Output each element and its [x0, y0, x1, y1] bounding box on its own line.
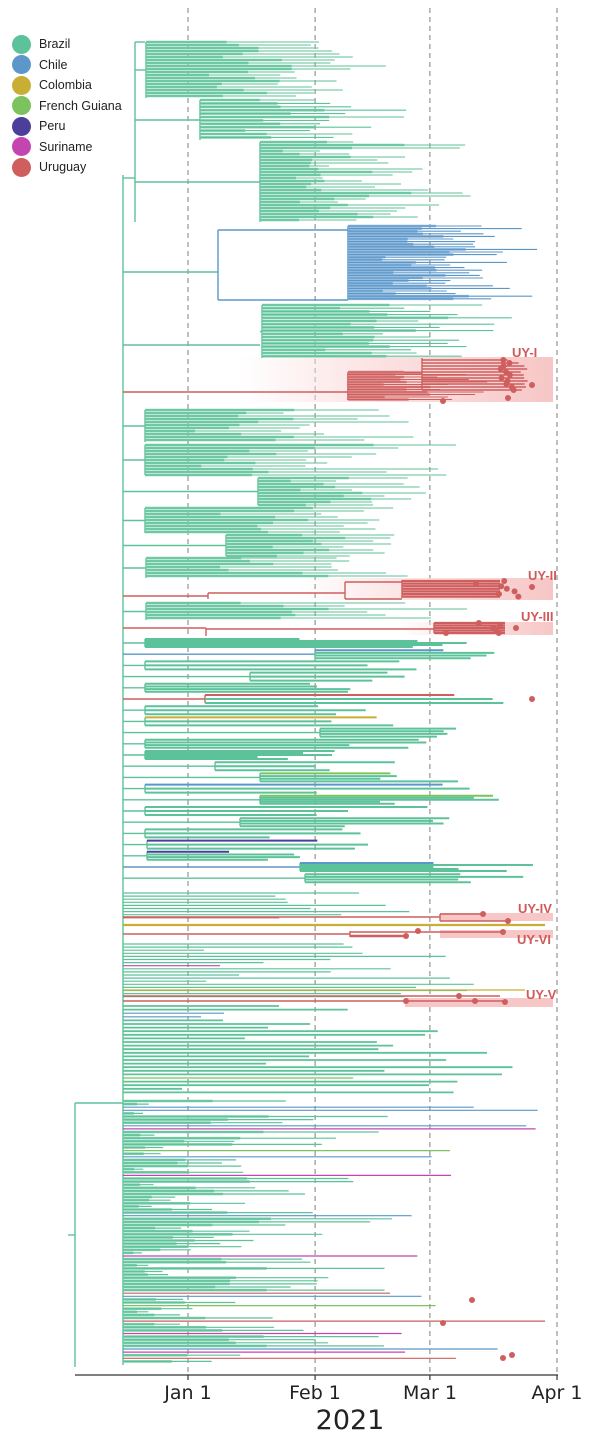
legend-swatch-icon — [12, 75, 31, 95]
legend-item-brazil: Brazil — [12, 34, 122, 55]
highlight-uy-iv — [440, 913, 553, 921]
legend-item-uruguay: Uruguay — [12, 157, 122, 178]
uruguay-tip-marker — [509, 1352, 515, 1358]
clade-label-uy-ii: UY-II — [528, 568, 557, 583]
legend-item-peru: Peru — [12, 116, 122, 137]
uruguay-tip-marker — [403, 998, 409, 1004]
clade-label-uy-i: UY-I — [512, 345, 537, 360]
uruguay-tip-marker — [505, 395, 511, 401]
uruguay-tip-marker — [502, 999, 508, 1005]
uruguay-tip-marker — [497, 622, 504, 629]
uruguay-tip-marker — [506, 360, 513, 366]
uruguay-tip-marker — [500, 1355, 506, 1361]
uruguay-tip-marker — [415, 928, 421, 934]
x-tick-label-jan: Jan 1 — [164, 1382, 212, 1404]
x-tick-label-mar: Mar 1 — [403, 1382, 457, 1404]
x-tick-label-apr: Apr 1 — [531, 1382, 583, 1404]
legend-item-colombia: Colombia — [12, 75, 122, 96]
uruguay-tip-marker — [506, 372, 513, 378]
x-axis-title: 2021 — [315, 1405, 385, 1436]
uruguay-tip-markers — [403, 357, 535, 1361]
uruguay-tip-marker — [403, 933, 409, 939]
uruguay-tip-marker — [475, 620, 482, 626]
legend-label: Suriname — [39, 139, 93, 154]
uruguay-tip-marker — [440, 1320, 446, 1326]
uruguay-tip-marker — [505, 918, 511, 924]
uruguay-tip-marker — [513, 625, 519, 631]
legend-label: Peru — [39, 119, 66, 134]
uruguay-tip-marker — [495, 591, 502, 597]
legend-swatch-icon — [12, 116, 31, 136]
uruguay-tip-marker — [500, 357, 507, 363]
uruguay-tip-marker — [443, 630, 449, 636]
uruguay-tip-marker — [440, 398, 446, 404]
highlight-uy-vi — [440, 930, 553, 938]
clade-label-uy-iv: UY-IV — [518, 901, 552, 916]
legend: Brazil Chile Colombia French Guiana Peru… — [12, 34, 122, 178]
uruguay-tip-marker — [515, 593, 522, 600]
legend-label: Uruguay — [39, 160, 87, 175]
uruguay-tip-marker — [498, 375, 505, 381]
x-tick-label-feb: Feb 1 — [289, 1382, 341, 1404]
uruguay-tip-marker — [473, 580, 480, 587]
uruguay-tip-marker — [500, 929, 506, 935]
uruguay-tip-marker — [469, 1297, 475, 1303]
uruguay-tip-marker — [529, 382, 535, 388]
uruguay-tip-marker — [501, 578, 508, 584]
legend-swatch-icon — [12, 55, 31, 75]
uruguay-tip-marker — [497, 366, 504, 372]
legend-item-french-guiana: French Guiana — [12, 96, 122, 117]
uruguay-tip-marker — [503, 585, 510, 592]
clade-label-uy-iii: UY-III — [521, 609, 554, 624]
uruguay-tip-marker — [529, 584, 535, 590]
tree-branches — [68, 40, 546, 1367]
legend-item-chile: Chile — [12, 55, 122, 76]
legend-swatch-icon — [12, 137, 31, 157]
clade-label-uy-v: UY-V — [526, 987, 557, 1002]
legend-swatch-icon — [12, 96, 31, 116]
uruguay-tip-marker — [510, 387, 517, 393]
uruguay-tip-marker — [498, 583, 505, 590]
legend-label: Brazil — [39, 37, 71, 52]
uruguay-tip-marker — [472, 998, 478, 1004]
legend-label: Chile — [39, 57, 68, 72]
x-axis — [75, 1374, 558, 1380]
legend-label: Colombia — [39, 78, 92, 93]
uruguay-tip-marker — [511, 588, 518, 595]
clade-labels: UY-I UY-II UY-III UY-IV UY-VI UY-V — [512, 345, 557, 1002]
uruguay-tip-marker — [529, 696, 535, 702]
legend-swatch-icon — [12, 34, 31, 54]
legend-swatch-icon — [12, 157, 31, 177]
legend-label: French Guiana — [39, 98, 122, 113]
legend-item-suriname: Suriname — [12, 137, 122, 158]
uruguay-tip-marker — [456, 993, 462, 999]
uruguay-tip-marker — [480, 911, 486, 917]
clade-label-uy-vi: UY-VI — [517, 932, 551, 947]
uruguay-tip-marker — [503, 381, 510, 387]
highlight-uy-v — [405, 998, 553, 1007]
uruguay-tip-marker — [495, 630, 502, 636]
